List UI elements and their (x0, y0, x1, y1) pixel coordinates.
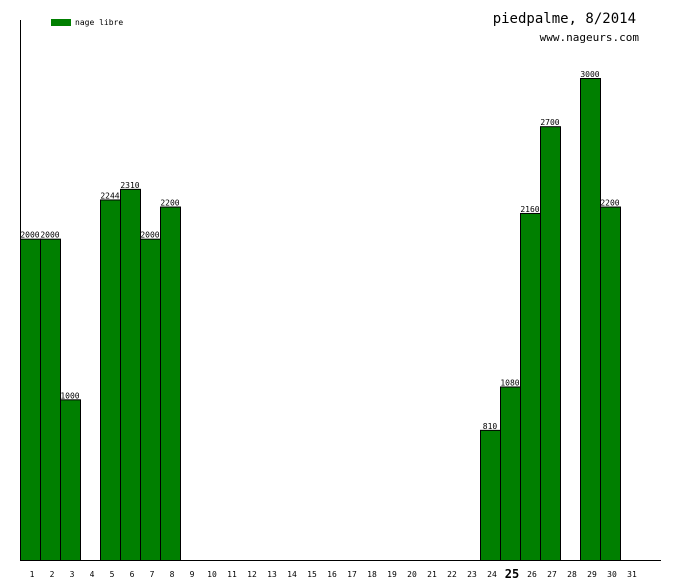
bars-group (20, 78, 621, 562)
site-url: www.nageurs.com (540, 31, 640, 44)
x-tick-label-19: 19 (387, 570, 397, 579)
value-label-day-7: 2000 (140, 231, 159, 240)
x-tick-label-5: 5 (110, 570, 115, 579)
x-tick-label-14: 14 (287, 570, 297, 579)
bar-day-3 (60, 399, 81, 562)
bar-day-24 (480, 429, 501, 561)
x-tick-label-4: 4 (90, 570, 95, 579)
value-label-day-3: 1000 (60, 391, 79, 400)
x-tick-label-25: 25 (505, 567, 519, 580)
value-label-day-29: 3000 (580, 70, 599, 79)
x-tick-label-2: 2 (50, 570, 55, 579)
x-tick-label-28: 28 (567, 570, 577, 579)
legend-label: nage libre (75, 18, 123, 27)
x-tick-label-24: 24 (487, 570, 497, 579)
x-tick-label-7: 7 (150, 570, 155, 579)
x-tick-label-30: 30 (607, 570, 617, 579)
bar-day-8 (160, 206, 181, 562)
x-tick-label-12: 12 (247, 570, 257, 579)
x-tick-label-3: 3 (70, 570, 75, 579)
bar-day-29 (580, 78, 601, 561)
x-tick-label-1: 1 (30, 570, 35, 579)
bar-day-7 (140, 238, 161, 562)
x-tick-label-17: 17 (347, 570, 357, 579)
value-label-day-25: 1080 (500, 378, 519, 387)
bar-day-1 (20, 238, 41, 562)
x-tick-label-26: 26 (527, 570, 537, 579)
x-tick-label-9: 9 (190, 570, 195, 579)
x-tick-label-20: 20 (407, 570, 417, 579)
x-tick-label-18: 18 (367, 570, 377, 579)
value-label-day-27: 2700 (540, 118, 559, 127)
bar-day-5 (100, 199, 121, 562)
x-tick-label-23: 23 (467, 570, 477, 579)
bar-day-6 (120, 188, 141, 562)
value-label-day-30: 2200 (600, 199, 619, 208)
bar-day-30 (600, 206, 621, 562)
x-tick-label-16: 16 (327, 570, 337, 579)
chart-title: piedpalme, 8/2014 (493, 11, 636, 27)
x-tick-label-6: 6 (130, 570, 135, 579)
value-label-day-6: 2310 (120, 181, 139, 190)
value-label-day-2: 2000 (40, 231, 59, 240)
x-tick-label-13: 13 (267, 570, 277, 579)
x-tick-label-10: 10 (207, 570, 217, 579)
value-label-day-8: 2200 (160, 199, 179, 208)
value-label-day-1: 2000 (20, 231, 39, 240)
x-tick-label-22: 22 (447, 570, 457, 579)
bar-day-27 (540, 126, 561, 561)
value-label-day-24: 810 (483, 422, 498, 431)
x-tick-labels-group: 1 2 3 4 5 6 7 8 9 10 11 12 13 14 15 16 17 18 19 20 21 22 23 24 2… (30, 567, 637, 580)
bar-day-2 (40, 238, 61, 562)
x-tick-label-8: 8 (170, 570, 175, 579)
x-tick-label-15: 15 (307, 570, 317, 579)
bar-day-25 (500, 386, 521, 562)
value-label-day-5: 2244 (100, 191, 119, 200)
x-tick-label-27: 27 (547, 570, 557, 579)
value-label-day-26: 2160 (520, 205, 539, 214)
x-tick-label-31: 31 (627, 570, 637, 579)
x-tick-label-11: 11 (227, 570, 237, 579)
value-labels-group: 2000 200010002244231020002200810108021602… (20, 70, 619, 431)
x-tick-label-21: 21 (427, 570, 437, 579)
legend-swatch (51, 19, 71, 26)
bar-day-26 (520, 212, 541, 562)
x-tick-label-29: 29 (587, 570, 597, 579)
